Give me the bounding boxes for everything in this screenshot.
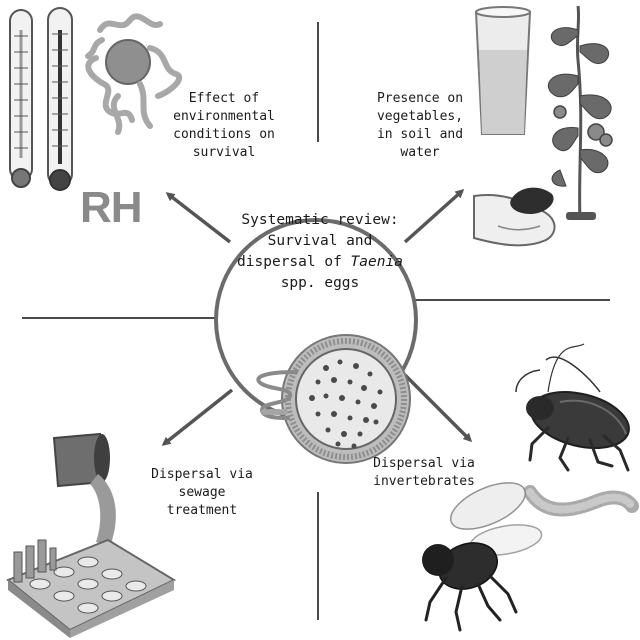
treatment-plant-icon	[6, 538, 177, 638]
sewage-pipe-icon	[52, 432, 116, 546]
genus-name: Taenia	[350, 254, 403, 270]
label-line: Dispersal via	[373, 456, 475, 471]
label-line: treatment	[166, 503, 238, 518]
label-line: environmental	[173, 109, 275, 124]
label-line: Presence on	[376, 91, 464, 106]
arrow-top-left	[165, 192, 232, 244]
arrow-top-right	[403, 188, 465, 244]
label-line: invertebrates	[373, 474, 475, 489]
earthworm-icon	[523, 485, 639, 517]
label-line: sewage	[178, 485, 226, 500]
label-vegetables-soil-water: Presence on vegetables, in soil and wate…	[360, 90, 480, 162]
center-title-line-3: dispersal of Taenia	[228, 252, 412, 273]
center-title-line-1: Systematic review:	[241, 212, 399, 228]
label-invertebrates: Dispersal via invertebrates	[364, 455, 484, 491]
fly-icon	[422, 482, 543, 632]
label-sewage-treatment: Dispersal via sewage treatment	[142, 466, 262, 520]
label-line: Dispersal via	[151, 467, 253, 482]
taenia-egg-icon	[281, 334, 411, 464]
label-environmental-conditions: Effect of environmental conditions on su…	[164, 90, 284, 162]
tomato-plant-icon	[547, 5, 613, 221]
relative-humidity-label: RH	[80, 183, 143, 232]
label-line: conditions on	[173, 127, 275, 142]
arrow-bottom-right	[403, 373, 473, 443]
water-glass-icon	[474, 6, 532, 135]
branch-arrows	[161, 188, 473, 446]
soil-in-hand-icon	[473, 187, 556, 247]
arrow-bottom-left	[161, 388, 234, 446]
label-line: in soil and	[376, 127, 464, 142]
label-line: Effect of	[188, 91, 260, 106]
center-title-line-3-prefix: dispersal of	[237, 254, 351, 270]
thermometer-icon	[47, 7, 73, 191]
label-line: survival	[192, 145, 256, 160]
cockroach-icon	[515, 343, 630, 472]
center-title-line-4: spp. eggs	[280, 275, 360, 291]
thermometer-icon	[9, 9, 33, 188]
quadrant-dividers	[22, 22, 610, 620]
center-title-line-2: Survival and	[267, 233, 373, 249]
center-title: Systematic review: Survival and dispersa…	[228, 210, 412, 294]
label-line: water	[400, 145, 440, 160]
tapeworm-icon	[256, 370, 298, 420]
label-line: vegetables,	[376, 109, 464, 124]
egg-cluster-icon	[85, 13, 183, 135]
